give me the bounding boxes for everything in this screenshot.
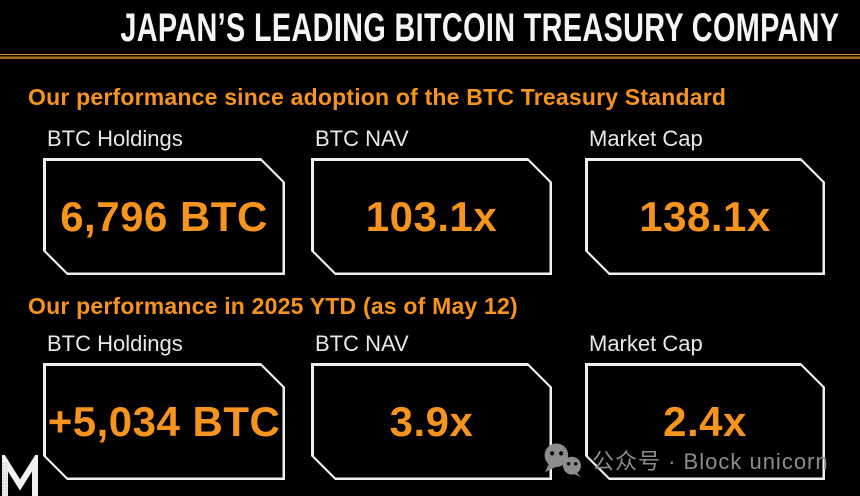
metric-value-box: 103.1x	[311, 158, 552, 275]
metric-label: BTC Holdings	[47, 331, 183, 356]
metric-label: BTC Holdings	[47, 126, 183, 151]
metaplanet-m-logo-icon	[2, 455, 38, 496]
metric-card-btc-nav: BTC NAV 103.1x	[311, 126, 552, 275]
header-divider	[0, 54, 860, 59]
metric-value-box: +5,034 BTC	[43, 363, 285, 480]
page-title: JAPAN’S LEADING BITCOIN TREASURY COMPANY	[120, 6, 840, 50]
metric-value-box: 2.4x	[585, 363, 825, 480]
metric-value-box: 6,796 BTC	[43, 158, 285, 275]
metric-card-market-cap: Market Cap 138.1x	[585, 126, 825, 275]
watermark: 公众号 · Block unicorn	[542, 443, 829, 477]
metric-card-btc-holdings-ytd: BTC Holdings +5,034 BTC	[43, 331, 285, 480]
metric-card-market-cap-ytd: Market Cap 2.4x	[585, 331, 825, 480]
metric-value-box: 3.9x	[311, 363, 552, 480]
metric-label: BTC NAV	[315, 331, 409, 356]
metric-value: 103.1x	[365, 192, 498, 240]
metric-value: +5,034 BTC	[47, 397, 281, 445]
metric-value-box: 138.1x	[585, 158, 825, 275]
metric-card-btc-holdings: BTC Holdings 6,796 BTC	[43, 126, 285, 275]
metric-card-btc-nav-ytd: BTC NAV 3.9x	[311, 331, 552, 480]
metric-label: BTC NAV	[315, 126, 409, 151]
watermark-text: 公众号 · Block unicorn	[592, 449, 829, 474]
metric-value: 3.9x	[389, 397, 474, 445]
metric-value: 6,796 BTC	[60, 192, 268, 240]
wechat-icon	[544, 443, 581, 477]
section-1-heading: Our performance since adoption of the BT…	[28, 84, 727, 110]
metric-label: Market Cap	[589, 331, 703, 356]
metric-value: 2.4x	[663, 397, 747, 445]
metric-label: Market Cap	[589, 126, 703, 151]
metric-value: 138.1x	[639, 192, 771, 240]
section-2-heading: Our performance in 2025 YTD (as of May 1…	[28, 293, 518, 319]
